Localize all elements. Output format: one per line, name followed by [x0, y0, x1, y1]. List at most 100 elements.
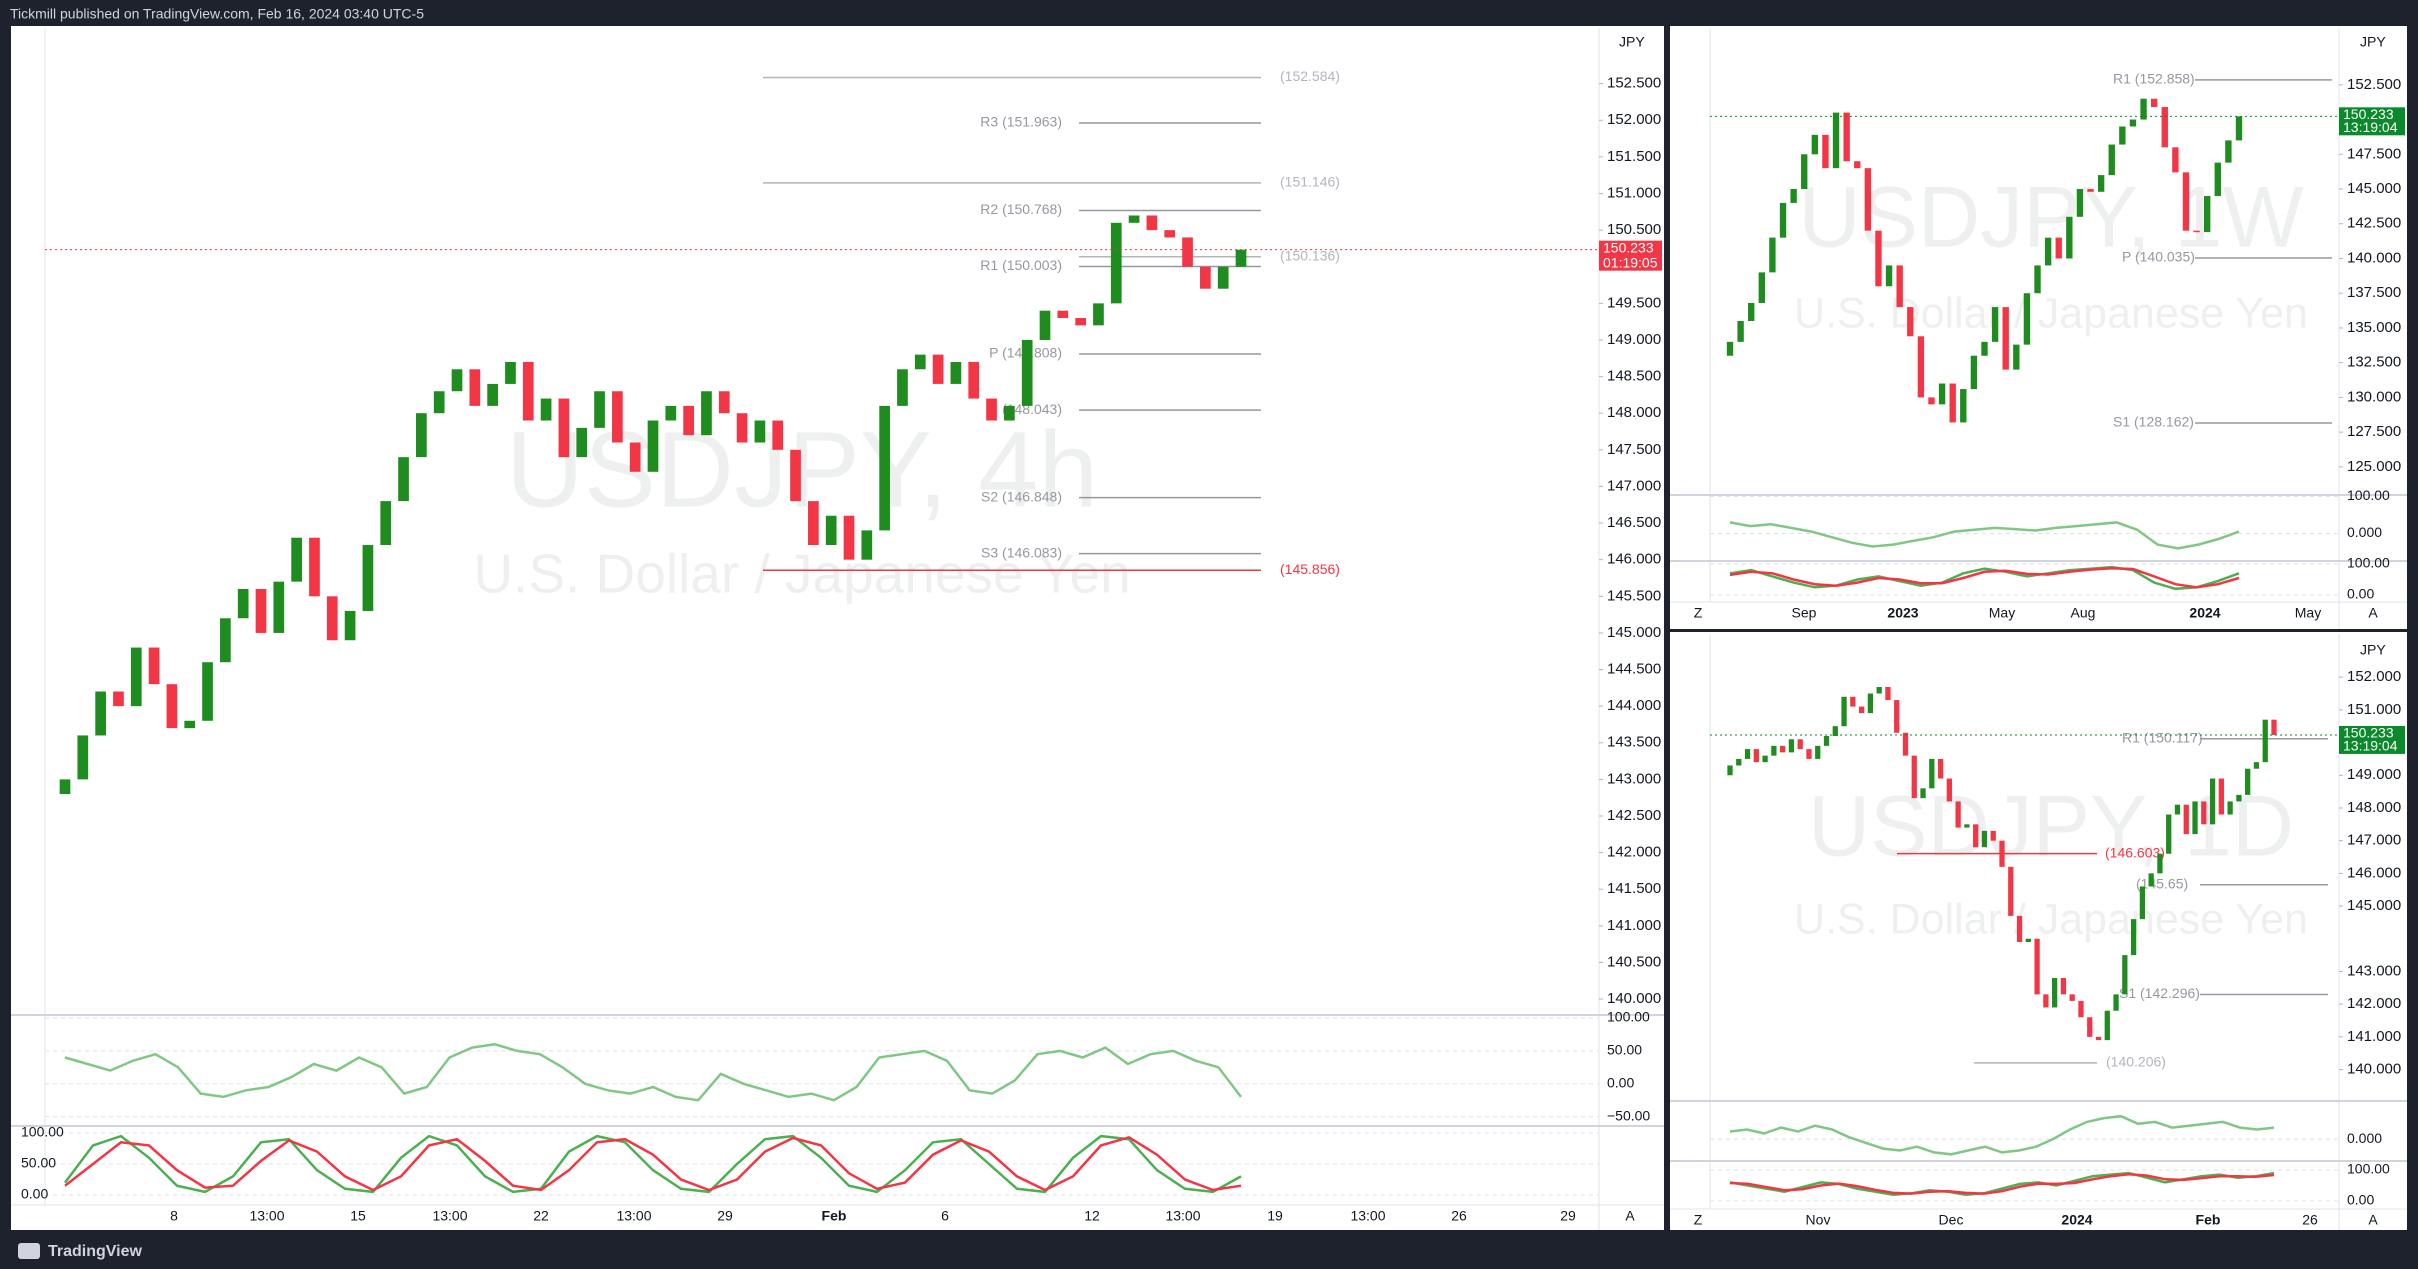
candle-body	[2087, 1017, 2093, 1037]
last-price-countdown: 13:19:04	[2343, 738, 2398, 754]
candle-body	[2271, 719, 2277, 735]
last-price-label: 150.233	[2343, 725, 2394, 741]
candle-body	[1981, 830, 1988, 848]
candle-body	[594, 391, 605, 428]
time-label: 2024	[2061, 1212, 2092, 1228]
candle-body	[1806, 749, 1812, 759]
scale-button[interactable]: Z	[1694, 605, 1703, 621]
last-price-countdown: 13:19:04	[2343, 119, 2398, 135]
time-label: 2024	[2189, 605, 2220, 621]
candle-body	[1093, 303, 1104, 326]
candle-body	[540, 398, 552, 421]
price-tick-label: 150.500	[1607, 221, 1661, 238]
osc-tick-label: 50.00	[1607, 1042, 1642, 1058]
candle-body	[77, 735, 89, 780]
candle-body	[2034, 938, 2040, 995]
price-tick-label: 143.000	[2347, 962, 2401, 979]
candle-body	[2262, 719, 2268, 763]
candle-body	[1771, 745, 1777, 756]
candle-body	[2052, 978, 2058, 1008]
candle-body	[1946, 778, 1952, 802]
candle-body	[2069, 994, 2075, 1001]
candle-body	[2078, 1000, 2084, 1018]
candle-body	[1929, 758, 1935, 789]
candle-body	[59, 779, 71, 795]
candle-body	[1937, 758, 1944, 779]
candle-body	[1200, 266, 1211, 289]
candle-body	[1217, 266, 1229, 289]
level-label: P (140.035)	[2122, 249, 2195, 265]
price-tick-label: 141.500	[1607, 880, 1661, 897]
candle-body	[1832, 112, 1840, 169]
candle-body	[2253, 762, 2260, 769]
osc-tick-label: 0.00	[21, 1186, 48, 1202]
candle-body	[2192, 801, 2198, 835]
last-price-box	[1599, 240, 1662, 271]
candle-body	[1797, 739, 1803, 750]
level-label: R1 (150.117)	[2122, 729, 2203, 745]
header-title: Tickmill published on TradingView.com, F…	[10, 6, 424, 22]
candle-body	[2097, 175, 2105, 192]
candle-body	[2066, 216, 2073, 259]
footer-brand[interactable]: TradingView	[48, 1243, 143, 1260]
osc-tick-label: −50.00	[1607, 1107, 1650, 1123]
candle-body	[1769, 237, 1776, 273]
time-label: 26	[1451, 1208, 1467, 1224]
candle-body	[1057, 310, 1069, 319]
level-label: R1 (152.858)	[2113, 71, 2195, 87]
time-label: 19	[1267, 1208, 1283, 1224]
level-label: R1 (150.003)	[980, 257, 1062, 273]
candle-body	[701, 391, 712, 436]
candle-body	[2182, 172, 2190, 231]
candle-body	[380, 501, 392, 546]
candle-body	[665, 405, 677, 421]
scale-button[interactable]: Z	[1694, 1212, 1703, 1228]
time-label: Aug	[2071, 605, 2096, 621]
candle-body	[683, 405, 694, 436]
candle-body	[1991, 307, 1999, 342]
candle-body	[1832, 726, 1838, 737]
candle-body	[220, 618, 231, 663]
candle-body	[2227, 801, 2233, 815]
scale-button[interactable]: A	[2368, 1212, 2378, 1228]
osc-tick-label: 100.00	[21, 1124, 64, 1140]
scale-button[interactable]: A	[2368, 605, 2378, 621]
candle-body	[1780, 745, 1786, 753]
time-label: 22	[533, 1208, 549, 1224]
candle-body	[968, 361, 980, 399]
candle-body	[2183, 804, 2189, 835]
candle-body	[1758, 272, 1765, 303]
candle-body	[2166, 814, 2172, 854]
candle-body	[166, 684, 178, 729]
candle-body	[1864, 168, 1872, 231]
price-tick-label: 141.000	[2347, 1028, 2401, 1045]
osc-tick-label: 0.00	[1607, 1074, 1634, 1090]
candle-body	[1917, 336, 1925, 398]
candle-body	[2023, 293, 2031, 345]
candle-body	[808, 501, 819, 546]
candle-body	[1875, 230, 1882, 287]
candle-body	[1075, 318, 1086, 326]
candle-body	[576, 427, 588, 458]
candle-body	[309, 537, 320, 597]
price-tick-label: 142.500	[1607, 807, 1661, 824]
price-tick-label: 142.000	[2347, 995, 2401, 1012]
osc-tick-label: 100.00	[1607, 1009, 1650, 1025]
osc-tick-label: 100.00	[2347, 1161, 2390, 1177]
time-label: 2023	[1887, 605, 1918, 621]
panel	[11, 26, 1664, 1230]
candle-body	[2008, 866, 2014, 916]
candle-body	[772, 420, 784, 450]
candle-body	[1928, 397, 1935, 405]
candle-body	[416, 413, 427, 458]
scale-button[interactable]: A	[1625, 1208, 1635, 1224]
watermark-description: U.S. Dollar / Japanese Yen	[1794, 895, 2308, 943]
time-label: May	[2295, 605, 2321, 621]
candle-body	[2225, 140, 2232, 163]
candle-body	[2087, 189, 2094, 192]
candle-body	[2044, 237, 2052, 266]
candle-body	[2060, 978, 2067, 995]
price-tick-label: 141.000	[1607, 917, 1661, 934]
candle-body	[861, 530, 873, 560]
